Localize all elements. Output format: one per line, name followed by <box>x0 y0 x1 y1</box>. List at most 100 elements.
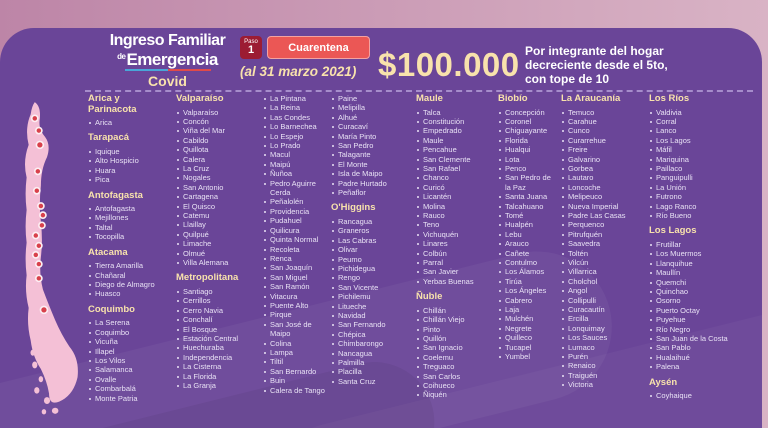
commune-item: Peumo <box>331 255 410 264</box>
commune-item: Florida <box>498 136 555 145</box>
commune-item: San Bernardo <box>263 367 325 376</box>
commune-item: Quinta Normal <box>263 235 325 244</box>
commune-item: Santa Cruz <box>331 377 410 386</box>
commune-item: Navidad <box>331 311 410 320</box>
commune-item: Hualpén <box>498 220 555 229</box>
commune-item: Melipilla <box>331 103 410 112</box>
commune-item: Viña del Mar <box>176 126 257 135</box>
region-header: Antofagasta <box>88 189 143 201</box>
commune-item: Constitución <box>416 117 492 126</box>
commune-item: Padre Las Casas <box>561 211 643 220</box>
region-header: Arica y Parinacota <box>88 93 137 115</box>
commune-item: San Pedro <box>331 141 410 150</box>
commune-item: San Javier <box>416 267 492 276</box>
commune-item: Lago Ranco <box>649 202 747 211</box>
commune-item: Rancagua <box>331 217 410 226</box>
commune-item: El Bosque <box>176 325 257 334</box>
commune-item: Pencahue <box>416 145 492 154</box>
commune-item: Talagante <box>331 150 410 159</box>
commune-item: Los Muermos <box>649 249 747 258</box>
commune-item: Placilla <box>331 367 410 376</box>
region-header: Atacama <box>88 246 128 258</box>
commune-item: Lanco <box>649 126 747 135</box>
region-column: Valparaíso Valparaíso Concón Viña del Mar Ca… <box>176 93 263 403</box>
commune-item: Palmilla <box>331 358 410 367</box>
commune-item: San Ramón <box>263 282 325 291</box>
commune-item: Maullín <box>649 268 747 277</box>
commune-item: El Quisco <box>176 202 257 211</box>
commune-item: Peñalolén <box>263 197 325 206</box>
region-header: O'Higgins <box>331 202 376 214</box>
commune-item: Olivar <box>331 245 410 254</box>
commune-item: Quemchi <box>649 278 747 287</box>
commune-item: Lo Barnechea <box>263 122 325 131</box>
region-column: La Araucanía Temuco Carahue Cunco Curarrehue… <box>561 93 649 403</box>
commune-item: Treguaco <box>416 362 492 371</box>
commune-item: Litueche <box>331 302 410 311</box>
commune-item: Paillaco <box>649 164 747 173</box>
logo-underline <box>124 69 211 71</box>
commune-item: La Serena <box>88 318 170 327</box>
commune-item: Lota <box>498 155 555 164</box>
region-header: Aysén <box>649 376 678 388</box>
commune-item: Tomé <box>498 211 555 220</box>
commune-item: Curicó <box>416 183 492 192</box>
commune-item: Tiltil <box>263 357 325 366</box>
commune-item: Pedro Aguirre Cerda <box>263 179 325 198</box>
region-header: Maule <box>416 93 443 104</box>
commune-item: El Monte <box>331 160 410 169</box>
commune-item: Quinchao <box>649 287 747 296</box>
commune-item: Talca <box>416 108 492 117</box>
commune-item: Lautaro <box>561 173 643 182</box>
commune-item: Penco <box>498 164 555 173</box>
commune-item: Pudahuel <box>263 216 325 225</box>
commune-item: Pinto <box>416 325 492 334</box>
commune-item: La Cisterna <box>176 362 257 371</box>
commune-item: La Unión <box>649 183 747 192</box>
commune-item: Yerbas Buenas <box>416 277 492 286</box>
commune-item: Pichilemu <box>331 292 410 301</box>
commune-item: Villa Alemana <box>176 258 257 267</box>
commune-item: San Juan de la Costa <box>649 334 747 343</box>
phase-badge-number: 1 <box>247 44 255 56</box>
commune-item: Maule <box>416 136 492 145</box>
commune-item: San José de Maipo <box>263 320 325 339</box>
commune-item: Coquimbo <box>88 328 170 337</box>
commune-item: Chanco <box>416 173 492 182</box>
commune-item: Huara <box>88 166 170 175</box>
commune-item: Osorno <box>649 296 747 305</box>
region-column: Arica y Parinacota Arica Tarapacá Iquique Al… <box>88 93 176 403</box>
commune-item: Gorbea <box>561 164 643 173</box>
commune-item: Mulchén <box>498 314 555 323</box>
commune-item: Pichidegua <box>331 264 410 273</box>
commune-item: Renaico <box>561 361 643 370</box>
commune-item: Macul <box>263 150 325 159</box>
region-header: Los Ríos <box>649 93 690 104</box>
commune-item: Taltal <box>88 223 170 232</box>
dashed-separator <box>85 90 753 92</box>
commune-item: Pirque <box>263 310 325 319</box>
commune-item: Lebu <box>498 230 555 239</box>
commune-item: Cabildo <box>176 136 257 145</box>
commune-item: Vilcún <box>561 258 643 267</box>
archipelago-fragments <box>30 349 59 415</box>
commune-item: Padre Hurtado <box>331 179 410 188</box>
commune-item: Colbún <box>416 249 492 258</box>
commune-item: Mejillones <box>88 213 170 222</box>
commune-item: Cerrillos <box>176 296 257 305</box>
commune-item: Chillán Viejo <box>416 315 492 324</box>
commune-item: Lampa <box>263 348 325 357</box>
logo-title-line2: deEmergencia <box>100 49 235 68</box>
commune-item: Los Sauces <box>561 333 643 342</box>
commune-item: Tucapel <box>498 343 555 352</box>
logo-emergencia: Emergencia <box>126 50 218 69</box>
commune-item: Chiguayante <box>498 126 555 135</box>
commune-item: La Cruz <box>176 164 257 173</box>
logo-title-line1: Ingreso Familiar <box>109 32 226 49</box>
commune-item: Ñiquén <box>416 390 492 399</box>
commune-item: Rauco <box>416 211 492 220</box>
commune-item: Calera <box>176 155 257 164</box>
commune-item: Saavedra <box>561 239 643 248</box>
commune-item: Independencia <box>176 353 257 362</box>
commune-item: Collipulli <box>561 296 643 305</box>
